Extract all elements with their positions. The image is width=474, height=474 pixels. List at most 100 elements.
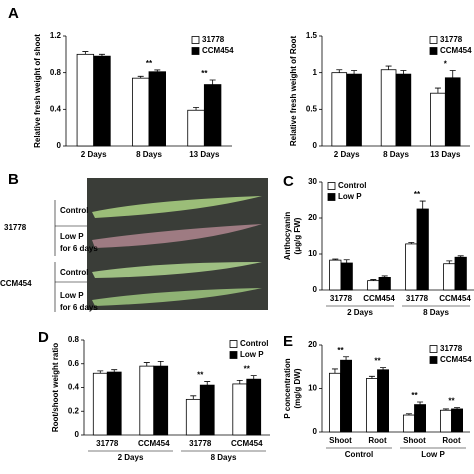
condition-label: for 6 days — [60, 244, 98, 253]
error-bar — [449, 70, 456, 78]
y-tick-label: 0.4 — [50, 104, 62, 113]
x-tick-label: 31778 — [189, 439, 212, 448]
error-bar — [385, 65, 392, 70]
group-label: Low P — [421, 450, 445, 459]
condition-label: for 6 days — [60, 303, 98, 312]
legend-swatch — [191, 36, 200, 44]
error-bar — [370, 279, 377, 281]
leaf — [92, 196, 262, 218]
error-bar — [209, 79, 216, 85]
bar — [377, 369, 390, 433]
x-tick-label: 8 Days — [383, 150, 409, 159]
y-tick-label: 0.6 — [68, 359, 80, 368]
error-bar — [434, 87, 441, 94]
y-tick-label: 20 — [308, 340, 317, 349]
x-tick-label: CCM454 — [363, 294, 395, 303]
bar — [331, 72, 348, 147]
leaf — [92, 224, 262, 248]
panel-letter: C — [283, 173, 294, 190]
legend-label: Control — [240, 339, 268, 348]
bar — [106, 371, 122, 436]
bar — [92, 372, 108, 436]
bar — [378, 276, 391, 291]
condition-label: Low P — [60, 291, 84, 300]
y-axis-label: Relative fresh weight of Root — [289, 36, 298, 147]
bar — [454, 256, 467, 291]
legend-label: CCM454 — [440, 46, 472, 55]
x-tick-label: CCM454 — [231, 439, 263, 448]
legend-swatch — [429, 47, 438, 55]
bar — [328, 372, 341, 433]
bar — [185, 398, 201, 436]
error-bar — [236, 379, 243, 384]
significance-mark: ** — [448, 397, 455, 406]
bar — [346, 73, 362, 147]
error-bar — [82, 51, 89, 55]
bar — [340, 359, 353, 433]
group-label: 2 Days — [118, 453, 144, 462]
error-bar — [204, 381, 211, 386]
bar — [131, 77, 150, 147]
significance-mark: ** — [146, 59, 153, 68]
bar — [246, 378, 262, 436]
error-bar — [190, 395, 197, 400]
legend-swatch — [429, 345, 438, 353]
x-tick-label: 2 Days — [81, 150, 107, 159]
legend-label: 31778 — [440, 344, 463, 353]
leaf — [92, 262, 262, 278]
error-bar — [457, 255, 464, 258]
legend-swatch — [229, 351, 238, 359]
y-tick-label: 0.8 — [68, 335, 80, 344]
x-tick-label: 31778 — [96, 439, 119, 448]
bar — [148, 71, 167, 147]
error-bar — [143, 362, 150, 367]
legend-swatch — [327, 182, 336, 190]
error-bar — [250, 375, 257, 380]
x-tick-label: 31778 — [330, 294, 353, 303]
error-bar — [381, 275, 388, 278]
bar — [444, 77, 461, 147]
bar — [405, 243, 418, 291]
error-bar — [154, 69, 161, 72]
condition-label: Control — [60, 206, 88, 215]
y-tick-label: 0.2 — [68, 406, 80, 415]
x-tick-label: Shoot — [403, 436, 426, 445]
group-label: 8 Days — [211, 453, 237, 462]
bar — [367, 280, 380, 291]
legend-swatch — [429, 36, 438, 44]
y-axis-label: P concentration — [283, 358, 292, 418]
error-bar — [157, 360, 164, 367]
legend-label: 31778 — [440, 35, 463, 44]
x-tick-label: 8 Days — [136, 150, 162, 159]
legend-swatch — [229, 340, 238, 348]
error-bar — [137, 75, 144, 79]
error-bar — [417, 401, 424, 405]
significance-mark: ** — [244, 365, 251, 374]
error-bar — [336, 69, 343, 73]
y-axis-label: (mg/g DW) — [293, 368, 302, 408]
x-tick-label: 13 Days — [430, 150, 461, 159]
bar — [199, 384, 215, 436]
bar — [430, 92, 446, 147]
y-tick-label: 30 — [308, 177, 317, 186]
y-tick-label: 1.2 — [50, 31, 62, 40]
y-tick-label: 0 — [75, 430, 80, 439]
leaf — [92, 288, 262, 306]
bar — [139, 365, 155, 436]
condition-label: Low P — [60, 232, 84, 241]
bar — [395, 73, 412, 147]
bar — [380, 69, 397, 147]
bar — [203, 84, 222, 147]
bar — [443, 263, 456, 291]
x-tick-label: 31778 — [406, 294, 429, 303]
y-tick-label: 1 — [313, 68, 318, 77]
y-tick-label: 0 — [313, 285, 318, 294]
bar — [76, 53, 95, 147]
legend-label: CCM454 — [202, 46, 234, 55]
error-bar — [193, 107, 200, 111]
x-tick-label: CCM454 — [439, 294, 471, 303]
bar — [232, 383, 248, 436]
y-axis-label: (μg/g FW) — [293, 217, 302, 254]
significance-mark: ** — [337, 346, 344, 355]
